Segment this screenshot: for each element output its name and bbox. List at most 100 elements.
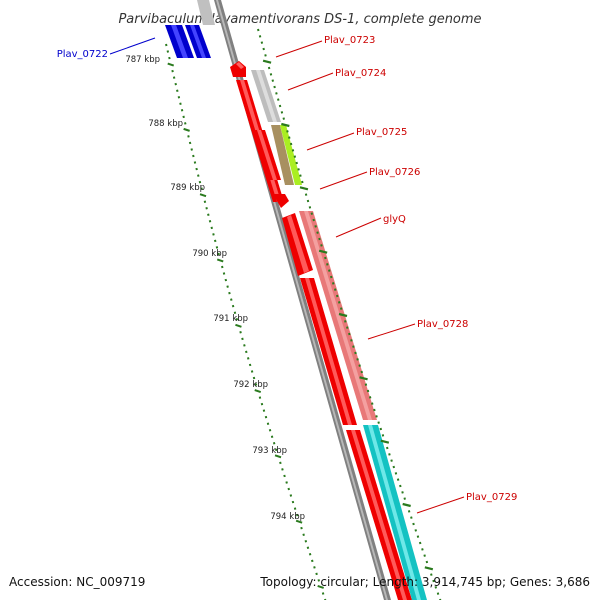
ruler-tick [333,288,337,291]
ruler-tick [243,344,246,347]
ruler-tick [210,226,213,230]
svg-text:Plav_0729: Plav_0729 [466,492,517,503]
ruler-tick [279,461,282,465]
gene-plav-0729[interactable] [346,425,427,600]
ruler-tick [250,370,254,373]
ruler-tick [224,278,228,282]
svg-text:Plav_0722: Plav_0722 [57,49,108,60]
ruler-tick [293,507,297,510]
ruler-tick [271,79,274,82]
gene-plav-0722[interactable] [165,25,211,58]
ruler-tick [172,76,176,79]
gene-label-plav-0729[interactable]: Plav_0729 [416,492,517,514]
ruler-tick [245,350,248,354]
ruler-tick [302,533,305,536]
svg-text:Plav_0725: Plav_0725 [356,127,407,138]
gene-label-plav-0728[interactable]: Plav_0728 [367,319,468,340]
ruler-tick [297,168,300,171]
grey-strand-top [197,0,215,25]
ruler-tick [217,252,220,256]
ruler-tick [313,566,316,569]
ruler-tick [401,491,404,494]
ruler-tick [221,265,224,269]
ruler-tick [421,548,424,551]
ruler-tick [379,427,383,431]
ruler-tick [381,434,385,437]
ruler-tick [182,115,185,119]
ruler-tick [358,364,361,367]
ruler-tick [216,258,224,263]
gene-plav-0725[interactable] [252,125,302,185]
gene-label-plav-0723[interactable]: Plav_0723 [275,35,375,58]
ruler-tick [424,566,434,571]
kbp-label-788: 788 kbp [148,119,183,129]
ruler-tick [258,396,262,399]
ruler-tick [258,35,262,38]
svg-text:glyQ: glyQ [383,214,406,225]
ruler-tick [230,298,233,301]
gene-label-plav-0722[interactable]: Plav_0722 [57,37,156,60]
ruler-tick [260,402,264,406]
ruler-tick [273,85,276,89]
ruler-tick [344,320,347,323]
ruler-tick [228,291,231,295]
svg-text:Plav_0728: Plav_0728 [417,319,468,330]
ruler-tick [277,98,280,101]
kbp-label-793: 793 kbp [252,446,287,456]
ruler-tick [308,206,312,209]
ruler-tick [380,439,390,444]
ruler-tick [394,472,398,475]
ruler-tick [239,331,242,334]
gene-label-plav-0724[interactable]: Plav_0724 [287,68,386,91]
ruler-tick [295,161,298,165]
ruler-tick [231,304,235,308]
ruler-tick [269,73,273,76]
ruler-tick [324,598,327,600]
ruler-tick [188,141,192,145]
ruler-tick [183,127,190,132]
gene-label-plav-0725[interactable]: Plav_0725 [306,127,407,151]
ruler-tick [314,225,317,228]
ruler-tick [377,421,380,424]
ruler-tick [274,448,278,452]
ruler-tick [416,535,420,538]
ruler-tick [316,231,319,234]
gene-plav-0726[interactable] [273,194,289,208]
ruler-tick [321,592,325,595]
ruler-tick [275,92,278,95]
ruler-tick [430,573,433,576]
ruler-tick [190,148,193,151]
ruler-tick [257,28,260,32]
ruler-tick [403,497,406,500]
ruler-tick [262,47,265,51]
ruler-tick [432,579,435,583]
ruler-tick [340,307,343,310]
ruler-tick [213,239,217,243]
ruler-tick [356,358,359,361]
ruler-tick [315,572,318,576]
ruler-tick [198,180,202,184]
kbp-label-790: 790 kbp [192,249,227,259]
ruler-tick [388,453,391,456]
gene-glyq[interactable] [282,213,313,276]
ruler-tick [318,237,321,241]
gene-plav-0728[interactable] [299,211,377,425]
ruler-tick [272,442,276,445]
ruler-tick [283,474,286,478]
ruler-tick [338,301,341,304]
ruler-tick [166,50,170,53]
gene-label-plav-0726[interactable]: Plav_0726 [319,167,420,190]
ruler-tick [418,541,422,545]
ruler-tick [289,494,293,497]
ruler-tick [366,389,370,393]
ruler-tick [412,522,415,526]
kbp-label-794: 794 kbp [270,512,305,522]
ruler-tick [364,383,368,386]
gene-label-glyq[interactable]: glyQ [335,214,406,238]
ruler-tick [187,135,190,138]
gene-plav-0723[interactable] [230,61,246,77]
ruler-tick [338,312,348,318]
ruler-tick [368,396,372,399]
ruler-tick [310,212,314,215]
ruler-tick [304,539,308,543]
